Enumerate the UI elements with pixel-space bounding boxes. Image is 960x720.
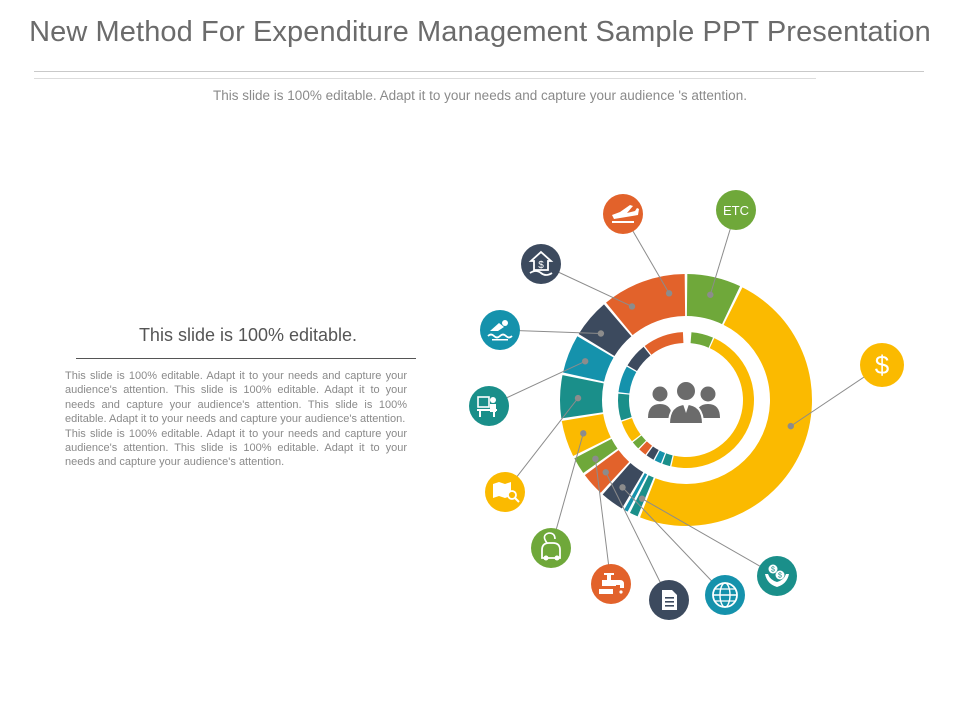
- inner-segment-airplane: [644, 332, 684, 355]
- vacuum-icon: [531, 528, 571, 568]
- outer-segment-map-search: [561, 414, 611, 457]
- connector-line-globe: [622, 487, 726, 596]
- svg-text:$: $: [771, 567, 775, 574]
- connector-dot-hand-coins: [638, 495, 646, 502]
- etc-label: ETC: [723, 203, 749, 218]
- inner-segment-hand-coins: [662, 453, 673, 467]
- people-group-icon: [648, 380, 720, 425]
- outer-segment-airplane: [606, 274, 686, 336]
- connector-dot-house-dollar: [628, 303, 636, 310]
- title-divider-secondary: [34, 78, 816, 79]
- inner-ring: [618, 332, 755, 469]
- text-block-divider: [76, 358, 416, 359]
- inner-segment-office-desk: [618, 393, 632, 421]
- house-dollar-icon: $: [521, 244, 561, 284]
- inner-segment-swimmer: [618, 366, 637, 394]
- text-block-body: This slide is 100% editable. Adapt it to…: [65, 369, 407, 470]
- connector-line-hand-coins: [641, 498, 778, 577]
- connector-dot-map-search: [574, 394, 582, 402]
- title-divider: [34, 71, 924, 72]
- category-icons: ETC$$$$: [469, 190, 904, 620]
- document-icon: [649, 580, 689, 620]
- outer-segment-globe: [624, 473, 648, 512]
- connector-dot-airplane: [665, 290, 673, 297]
- inner-segment-vacuum: [632, 435, 646, 449]
- connector-dot-etc: [707, 291, 714, 298]
- text-block-heading: This slide is 100% editable.: [138, 325, 358, 345]
- office-desk-icon: [469, 386, 509, 426]
- outer-segment-office-desk: [559, 375, 604, 419]
- inner-segment-faucet: [639, 441, 653, 455]
- etc-label-icon: ETC: [716, 190, 756, 230]
- swimmer-icon: [480, 310, 520, 350]
- inner-segment-house-dollar: [627, 346, 651, 371]
- connector-dot-faucet: [592, 455, 599, 463]
- connector-dot-dollar: [787, 422, 794, 430]
- outer-segment-swimmer: [563, 336, 614, 382]
- slide-subtitle: This slide is 100% editable. Adapt it to…: [213, 88, 747, 103]
- connector-line-faucet: [594, 458, 612, 585]
- svg-text:$: $: [778, 573, 782, 580]
- map-search-icon: [485, 472, 525, 512]
- connectors: [488, 209, 883, 601]
- svg-text:$: $: [538, 260, 544, 271]
- connector-dot-globe: [619, 484, 626, 491]
- inner-segment-document: [646, 446, 659, 460]
- dollar-label: $: [875, 350, 890, 380]
- airplane-icon: [603, 194, 643, 234]
- text-block-paragraph-1: This slide is 100% editable. Adapt it to…: [65, 370, 407, 426]
- connector-dot-vacuum: [580, 430, 587, 437]
- connector-dot-office-desk: [581, 358, 589, 365]
- slide-title: New Method For Expenditure Management Sa…: [29, 16, 931, 48]
- outer-segment-house-dollar: [578, 304, 632, 356]
- faucet-icon: [591, 564, 631, 604]
- outer-segment-etc: [686, 274, 741, 325]
- dollar-icon: $: [860, 343, 904, 387]
- inner-segment-map-search: [621, 418, 641, 442]
- hand-coins-icon: $$: [757, 556, 797, 596]
- globe-icon: [705, 575, 745, 615]
- inner-segment-dollar: [671, 338, 755, 469]
- outer-segment-dollar: [640, 287, 813, 527]
- inner-segment-etc: [690, 332, 714, 348]
- text-block-paragraph-2: This slide is 100% editable. Adapt it to…: [65, 427, 407, 469]
- connector-line-document: [605, 472, 670, 601]
- inner-segment-globe: [654, 450, 666, 464]
- connector-dot-swimmer: [597, 330, 605, 337]
- connector-dot-document: [602, 469, 609, 476]
